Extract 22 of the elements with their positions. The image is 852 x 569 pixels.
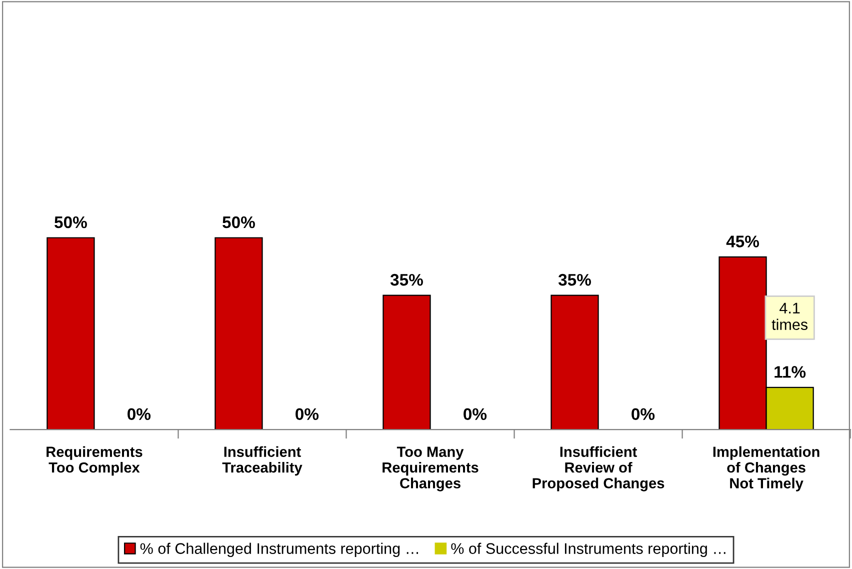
data-label: 0% [632, 408, 655, 420]
annotation: 4.1 times [772, 302, 808, 330]
data-label: 35% [390, 274, 423, 286]
x-tick-label: Implementation of Changes Not Timely [713, 446, 820, 492]
data-label: 50% [222, 216, 255, 228]
legend-label: % of Challenged Instruments reporting … [140, 542, 418, 557]
bar [550, 294, 599, 430]
data-label: 0% [296, 408, 319, 420]
x-tick-label: Too Many Requirements Changes [382, 446, 478, 492]
bar [214, 237, 263, 430]
data-label: 35% [558, 274, 591, 286]
bar [46, 237, 95, 430]
x-tick-label: Insufficient Traceability [222, 446, 302, 476]
data-label: 45% [726, 236, 760, 248]
data-label: 0% [128, 408, 151, 420]
x-tick-label: Insufficient Review of Proposed Changes [532, 446, 664, 492]
legend-label: % of Successful Instruments reporting … [451, 542, 726, 557]
data-label: 11% [774, 366, 806, 378]
x-tick-label: Requirements Too Complex [46, 446, 142, 476]
bar [382, 294, 431, 430]
data-label: 0% [464, 408, 487, 420]
data-label: 50% [54, 216, 87, 228]
